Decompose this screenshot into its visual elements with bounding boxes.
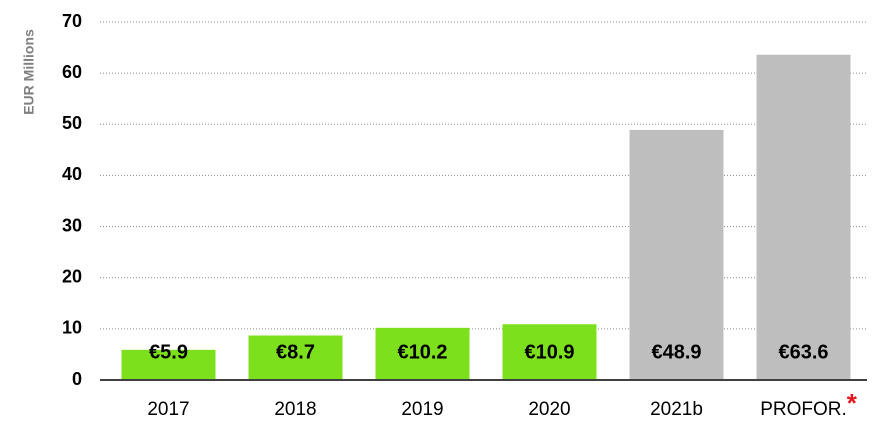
x-tick-label: 2017 <box>147 399 189 420</box>
x-tick-label: 2019 <box>401 399 443 420</box>
value-label: €8.7 <box>276 341 315 363</box>
y-tick-label: 60 <box>62 62 82 82</box>
x-tick-label: 2021b <box>650 399 703 420</box>
bar <box>248 335 343 380</box>
x-tick-label: 2018 <box>274 399 316 420</box>
bar <box>629 129 724 380</box>
bar <box>756 54 851 380</box>
y-tick-label: 70 <box>62 11 82 31</box>
bar <box>121 349 216 380</box>
y-tick-label: 40 <box>62 164 82 184</box>
value-label: €10.2 <box>397 341 447 363</box>
y-tick-label: 0 <box>72 369 82 389</box>
value-label: €5.9 <box>149 341 188 363</box>
x-tick-label: PROFOR. <box>760 399 847 420</box>
y-tick-label: 20 <box>62 266 82 286</box>
y-tick-label: 30 <box>62 215 82 235</box>
value-label: €10.9 <box>524 341 574 363</box>
annotation: * <box>847 388 858 418</box>
bar <box>375 327 470 380</box>
bar <box>502 324 597 380</box>
y-tick-label: 10 <box>62 318 82 338</box>
y-tick-label: 50 <box>62 113 82 133</box>
value-label: €63.6 <box>778 341 828 363</box>
x-tick-label: 2020 <box>528 399 570 420</box>
y-axis-label: EUR Millions <box>21 29 37 115</box>
value-label: €48.9 <box>651 341 701 363</box>
